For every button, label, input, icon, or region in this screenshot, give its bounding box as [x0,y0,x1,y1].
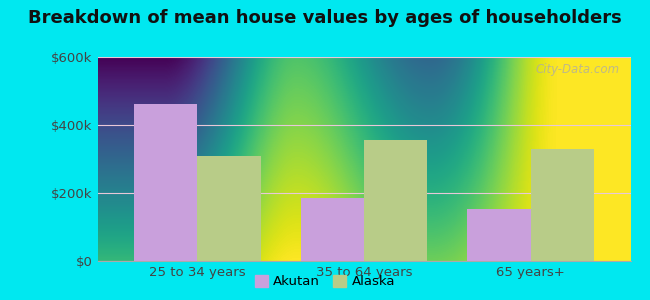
Bar [198,156,261,261]
Text: Breakdown of mean house values by ages of householders: Breakdown of mean house values by ages o… [28,9,622,27]
Bar [134,104,198,261]
Text: City-Data.com: City-Data.com [536,63,620,76]
Bar [530,149,594,261]
Bar [467,209,530,261]
Bar [364,140,427,261]
Legend: Akutan, Alaska: Akutan, Alaska [250,269,400,293]
Bar [301,198,364,261]
